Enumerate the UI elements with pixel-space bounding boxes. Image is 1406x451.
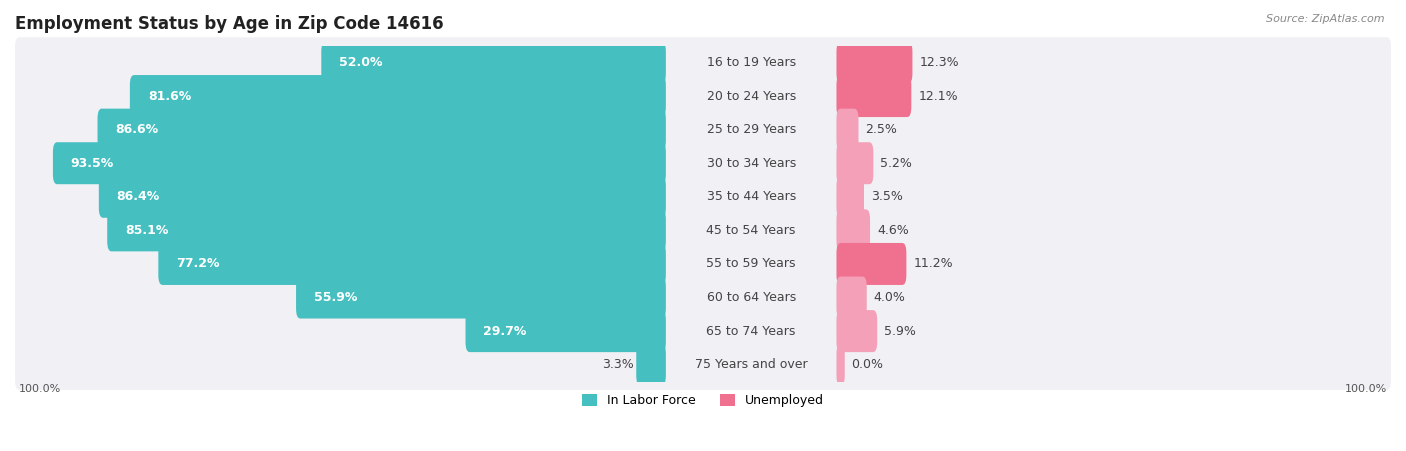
FancyBboxPatch shape xyxy=(15,205,1391,256)
Text: 3.5%: 3.5% xyxy=(870,190,903,203)
Text: 25 to 29 Years: 25 to 29 Years xyxy=(707,123,796,136)
Text: 4.0%: 4.0% xyxy=(873,291,905,304)
FancyBboxPatch shape xyxy=(837,209,870,251)
FancyBboxPatch shape xyxy=(465,310,666,352)
Text: 77.2%: 77.2% xyxy=(176,258,219,271)
Text: 29.7%: 29.7% xyxy=(484,325,527,338)
FancyBboxPatch shape xyxy=(837,176,865,218)
Text: 45 to 54 Years: 45 to 54 Years xyxy=(706,224,796,237)
FancyBboxPatch shape xyxy=(637,344,666,386)
Text: 65 to 74 Years: 65 to 74 Years xyxy=(706,325,796,338)
Text: Employment Status by Age in Zip Code 14616: Employment Status by Age in Zip Code 146… xyxy=(15,15,444,33)
FancyBboxPatch shape xyxy=(15,239,1391,289)
FancyBboxPatch shape xyxy=(15,340,1391,390)
Text: 100.0%: 100.0% xyxy=(1344,383,1386,394)
Text: 12.1%: 12.1% xyxy=(918,90,957,102)
Text: 3.3%: 3.3% xyxy=(602,358,634,371)
Text: 12.3%: 12.3% xyxy=(920,56,959,69)
FancyBboxPatch shape xyxy=(837,243,907,285)
FancyBboxPatch shape xyxy=(837,75,911,117)
Text: 35 to 44 Years: 35 to 44 Years xyxy=(707,190,796,203)
FancyBboxPatch shape xyxy=(15,171,1391,222)
FancyBboxPatch shape xyxy=(159,243,666,285)
FancyBboxPatch shape xyxy=(15,306,1391,356)
Text: 86.6%: 86.6% xyxy=(115,123,159,136)
FancyBboxPatch shape xyxy=(837,109,859,151)
FancyBboxPatch shape xyxy=(107,209,666,251)
FancyBboxPatch shape xyxy=(837,344,845,386)
FancyBboxPatch shape xyxy=(15,37,1391,87)
Text: 0.0%: 0.0% xyxy=(852,358,883,371)
Text: 20 to 24 Years: 20 to 24 Years xyxy=(707,90,796,102)
Text: 30 to 34 Years: 30 to 34 Years xyxy=(707,156,796,170)
FancyBboxPatch shape xyxy=(837,310,877,352)
Text: 93.5%: 93.5% xyxy=(70,156,114,170)
Text: 5.2%: 5.2% xyxy=(880,156,912,170)
FancyBboxPatch shape xyxy=(129,75,666,117)
FancyBboxPatch shape xyxy=(53,142,666,184)
Text: 81.6%: 81.6% xyxy=(148,90,191,102)
Text: 85.1%: 85.1% xyxy=(125,224,169,237)
Text: 55 to 59 Years: 55 to 59 Years xyxy=(706,258,796,271)
Legend: In Labor Force, Unemployed: In Labor Force, Unemployed xyxy=(576,389,830,412)
FancyBboxPatch shape xyxy=(15,105,1391,155)
Text: 100.0%: 100.0% xyxy=(20,383,62,394)
FancyBboxPatch shape xyxy=(97,109,666,151)
Text: 75 Years and over: 75 Years and over xyxy=(695,358,807,371)
Text: 52.0%: 52.0% xyxy=(339,56,382,69)
Text: 55.9%: 55.9% xyxy=(314,291,357,304)
FancyBboxPatch shape xyxy=(98,176,666,218)
FancyBboxPatch shape xyxy=(837,41,912,83)
Text: Source: ZipAtlas.com: Source: ZipAtlas.com xyxy=(1267,14,1385,23)
FancyBboxPatch shape xyxy=(15,71,1391,121)
Text: 4.6%: 4.6% xyxy=(877,224,908,237)
FancyBboxPatch shape xyxy=(322,41,666,83)
FancyBboxPatch shape xyxy=(837,142,873,184)
Text: 2.5%: 2.5% xyxy=(865,123,897,136)
Text: 16 to 19 Years: 16 to 19 Years xyxy=(707,56,796,69)
Text: 5.9%: 5.9% xyxy=(884,325,915,338)
Text: 11.2%: 11.2% xyxy=(914,258,953,271)
Text: 86.4%: 86.4% xyxy=(117,190,160,203)
FancyBboxPatch shape xyxy=(15,138,1391,189)
Text: 60 to 64 Years: 60 to 64 Years xyxy=(707,291,796,304)
FancyBboxPatch shape xyxy=(15,272,1391,323)
FancyBboxPatch shape xyxy=(837,276,866,318)
FancyBboxPatch shape xyxy=(297,276,666,318)
